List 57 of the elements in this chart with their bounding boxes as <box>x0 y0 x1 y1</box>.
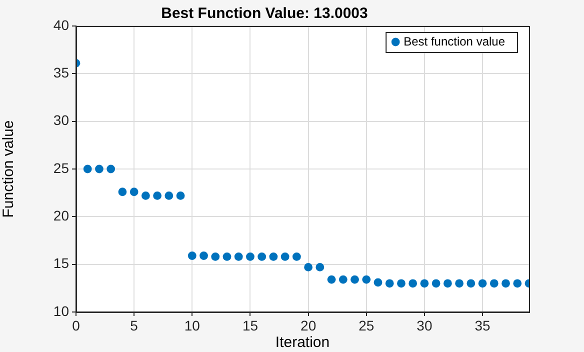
point <box>420 279 429 288</box>
x-tick-label: 35 <box>474 317 491 334</box>
chart-title: Best Function Value: 13.0003 <box>161 5 368 22</box>
point <box>211 252 220 261</box>
point <box>130 188 138 196</box>
x-axis-title: Iteration <box>275 334 330 352</box>
point <box>118 188 127 196</box>
point <box>153 191 162 200</box>
point <box>258 252 266 261</box>
point <box>350 275 359 284</box>
x-tick-label: 0 <box>72 317 80 334</box>
point <box>141 191 150 200</box>
x-tick-label: 5 <box>130 317 138 334</box>
x-tick-label: 10 <box>184 317 200 334</box>
point <box>466 279 476 288</box>
point <box>280 252 290 261</box>
point <box>490 279 498 288</box>
point <box>164 191 174 200</box>
point <box>200 252 208 260</box>
point <box>502 279 510 288</box>
y-tick-label: 25 <box>53 160 70 176</box>
point <box>83 164 92 174</box>
point <box>397 279 406 288</box>
x-tick-label: 25 <box>358 317 374 334</box>
point <box>95 164 104 174</box>
y-tick-label: 35 <box>53 64 70 81</box>
point <box>455 279 464 288</box>
y-axis-title: Function value <box>0 120 18 218</box>
point <box>432 279 440 288</box>
x-tick-label: 15 <box>242 317 258 334</box>
point <box>443 279 452 288</box>
point <box>292 252 301 261</box>
point <box>188 252 196 260</box>
point <box>513 279 522 288</box>
y-tick-label: 40 <box>53 16 70 33</box>
point <box>316 262 324 272</box>
point <box>478 279 487 288</box>
x-tick-label: 30 <box>416 317 432 334</box>
y-tick-label: 15 <box>53 255 70 272</box>
legend-label: Best function value <box>404 34 506 48</box>
y-tick-label: 30 <box>53 112 70 128</box>
point <box>304 262 313 272</box>
point <box>234 252 243 261</box>
point <box>362 275 371 284</box>
point <box>338 275 348 284</box>
point <box>327 275 336 284</box>
point <box>385 279 394 288</box>
y-tick-label: 10 <box>53 302 70 319</box>
point <box>408 279 418 288</box>
point <box>246 252 254 261</box>
point <box>374 278 382 287</box>
point <box>269 252 278 261</box>
point <box>222 252 232 261</box>
y-tick-label: 20 <box>53 208 70 224</box>
point <box>106 164 116 174</box>
x-tick-label: 20 <box>300 317 316 334</box>
point <box>176 191 185 200</box>
